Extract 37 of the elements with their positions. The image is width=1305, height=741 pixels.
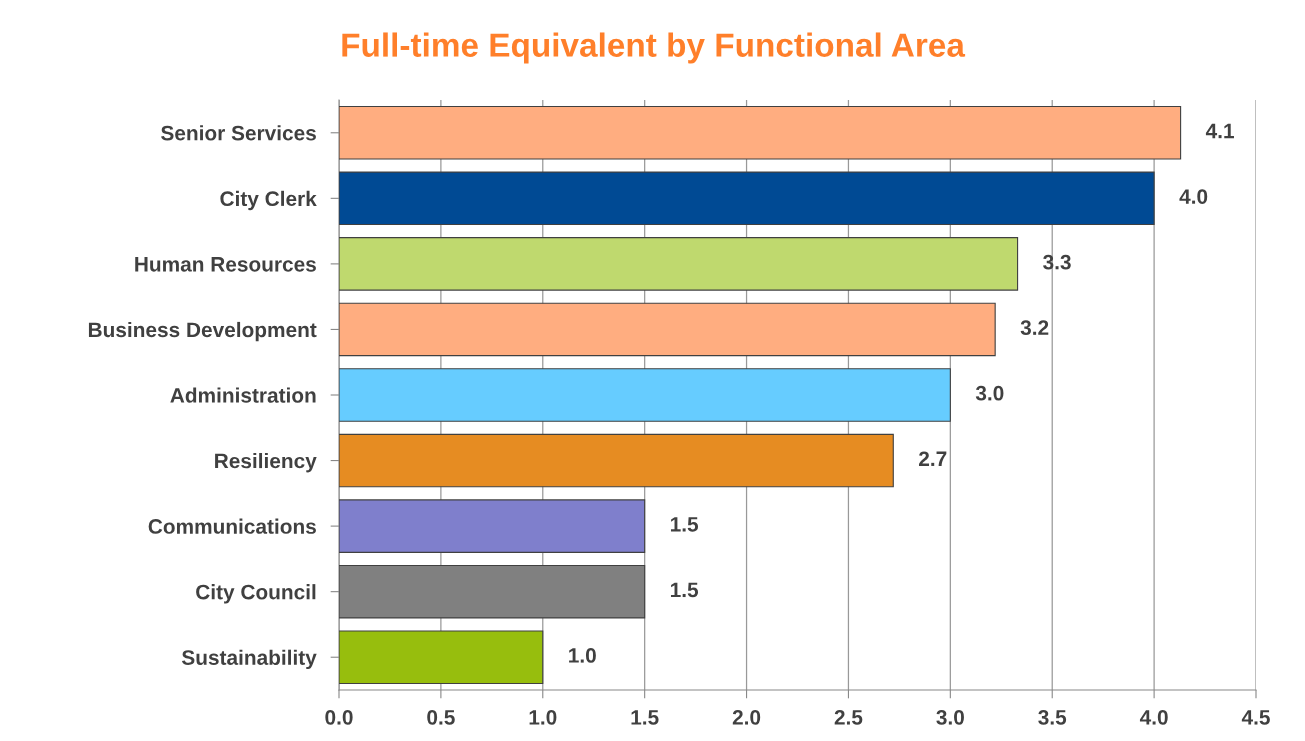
y-tick-label: Resiliency [215,453,317,473]
x-tick-label: 2.0 [732,709,761,725]
x-tick-label: 0.5 [427,709,455,725]
bar [339,171,1155,226]
bar [339,237,1019,291]
y-tick-label: Sustainability [181,649,317,670]
x-tick-label: 2.5 [834,709,863,725]
y-tick-label: Human Resources [135,257,316,272]
bar [339,368,951,422]
data-label: 3.3 [1043,254,1071,270]
x-tick-label: 0.0 [325,709,353,725]
data-label: 4.1 [1205,123,1234,139]
x-tick-label: 4.0 [1139,709,1168,725]
data-label: 3.2 [1020,320,1049,336]
data-label: 1.5 [670,517,699,532]
y-tick-label: Administration [170,387,316,403]
y-tick-label: Senior Services [161,125,316,141]
x-tick-label: 1.5 [631,710,659,725]
bar [339,499,646,553]
data-label: 1.5 [670,582,699,598]
x-tick-label: 3.0 [936,709,964,725]
data-label: 1.0 [569,648,596,663]
data-label: 2.7 [919,451,947,466]
x-tick-label: 4.5 [1241,710,1270,725]
y-tick-label: Business Development [88,321,317,342]
y-tick-label: Communications [148,518,316,534]
bar [339,106,1182,160]
bar [339,433,894,488]
chart-title: Full-time Equivalent by Functional Area [342,32,966,64]
y-tick-label: City Clerk [220,190,317,211]
bar [339,302,996,357]
data-label: 3.0 [975,385,1004,401]
y-tick-label: City Council [196,584,316,604]
x-tick-label: 3.5 [1038,709,1067,725]
data-label: 4.0 [1179,189,1208,204]
bar [339,630,544,684]
x-tick-label: 1.0 [529,709,557,725]
